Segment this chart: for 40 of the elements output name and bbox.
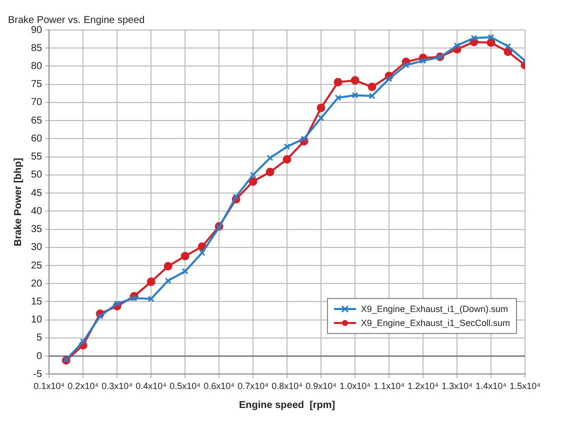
y-tick-label: -5 (33, 368, 43, 380)
y-tick-label: 85 (31, 42, 43, 54)
y-tick-label: 40 (31, 206, 43, 217)
y-tick-label: 10 (31, 314, 43, 326)
y-tick-label: 50 (31, 170, 43, 181)
y-tick-label: 90 (31, 24, 43, 36)
y-tick-label: 60 (31, 133, 43, 144)
x-tick-label: 0.7x10⁴ (238, 381, 269, 392)
x-tick-label: 0.2x10⁴ (68, 381, 99, 392)
x-tick-label: 0.3x10⁴ (102, 381, 133, 392)
y-tick-label: 5 (36, 332, 43, 344)
y-tick-label: 20 (31, 278, 43, 290)
x-tick-label: 0.1x10⁴ (34, 381, 65, 392)
y-tick-label: 80 (31, 60, 43, 72)
y-tick-label: 25 (31, 260, 43, 272)
y-tick-label: 15 (31, 296, 43, 308)
x-tick-label: 1.3x10⁴ (442, 381, 473, 392)
y-tick-label: 70 (31, 97, 43, 108)
x-tick-label: 0.4x10⁴ (136, 381, 167, 392)
legend-label: X9_Engine_Exhaust_i1_(Down).sum (360, 303, 508, 316)
x-tick-label: 0.8x10⁴ (272, 381, 303, 392)
y-tick-label: 55 (31, 152, 43, 163)
x-tick-label: 1.0x10⁴ (340, 381, 371, 392)
chart-title: Brake Power vs. Engine speed (8, 14, 145, 26)
y-tick-label: 35 (31, 224, 43, 236)
x-tick-label: 0.6x10⁴ (204, 381, 235, 392)
y-axis-title: Brake Power [bhp] (12, 158, 24, 246)
x-tick-label: 0.5x10⁴ (170, 381, 201, 392)
x-axis-title: Engine speed [rpm] (239, 400, 336, 411)
x-tick-label: 1.5x10⁴ (510, 381, 541, 392)
y-tick-label: 30 (31, 242, 43, 254)
y-tick-label: 75 (31, 79, 43, 90)
x-tick-label: 1.2x10⁴ (408, 381, 439, 392)
x-tick-label: 1.1x10⁴ (374, 381, 405, 392)
x-tick-label: 0.9x10⁴ (306, 381, 337, 392)
legend-label: X9_Engine_Exhaust_i1_SecColl.sum (360, 317, 510, 330)
y-tick-label: 65 (31, 115, 43, 126)
y-tick-label: 0 (36, 350, 43, 362)
y-tick-label: 45 (31, 188, 43, 199)
x-tick-label: 1.4x10⁴ (476, 381, 507, 392)
